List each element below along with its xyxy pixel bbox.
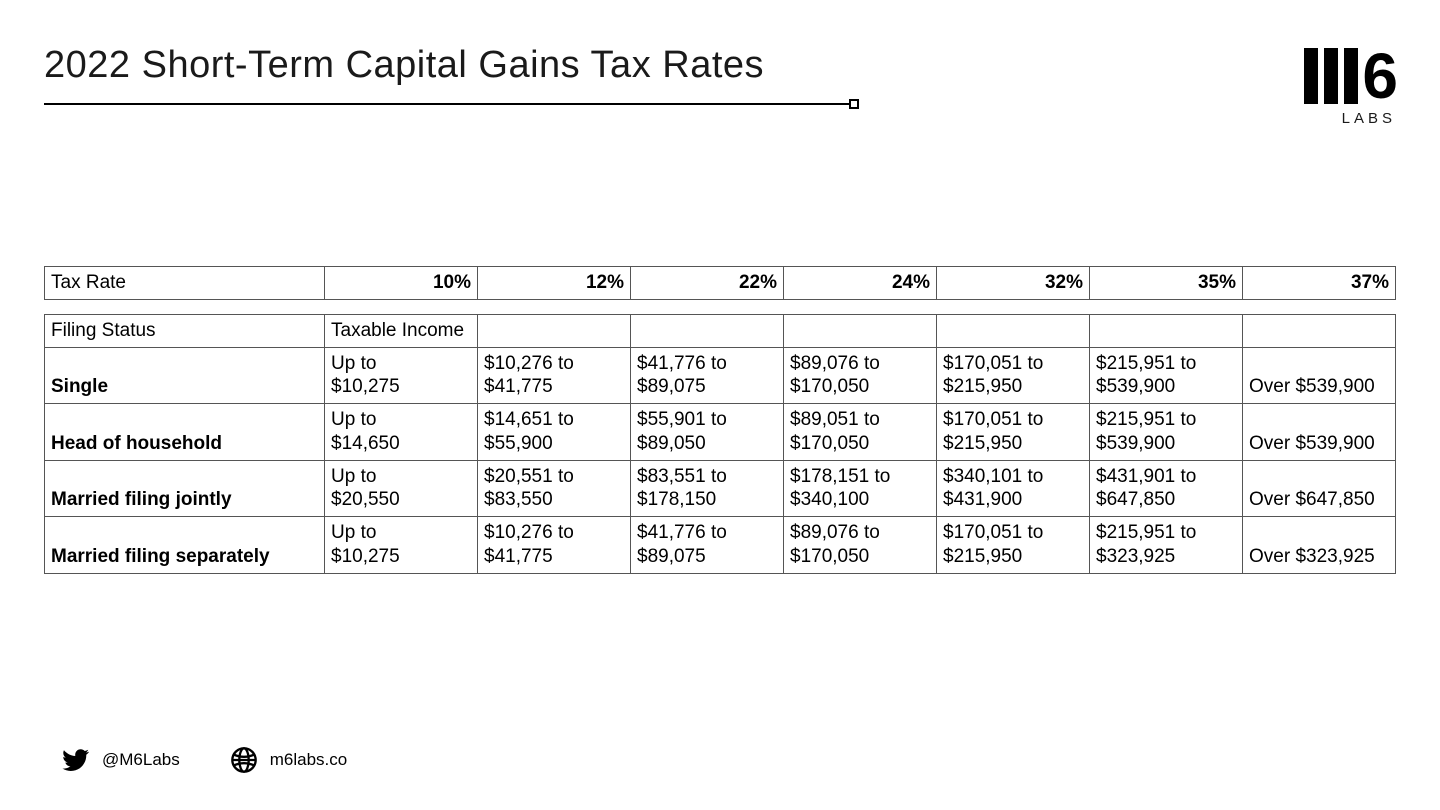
filing-status-table: Filing Status Taxable Income SingleUp to…	[44, 314, 1396, 574]
table-header-row: Filing Status Taxable Income	[45, 314, 1396, 347]
twitter-text: @M6Labs	[102, 750, 180, 770]
logo-bars-icon	[1304, 48, 1358, 104]
bracket-cell: $340,101 to$431,900	[937, 460, 1090, 517]
tax-rate-table: Tax Rate 10% 12% 22% 24% 32% 35% 37%	[44, 266, 1396, 300]
bracket-cell: $178,151 to$340,100	[784, 460, 937, 517]
bracket-cell: $431,901 to$647,850	[1090, 460, 1243, 517]
brand-logo: 6 LABS	[1304, 44, 1396, 127]
table-row: Married filing jointlyUp to$20,550$20,55…	[45, 460, 1396, 517]
logo-subtext: LABS	[1304, 110, 1396, 127]
header-cell: Filing Status	[45, 314, 325, 347]
header-cell	[631, 314, 784, 347]
rate-cell: 10%	[325, 267, 478, 300]
bracket-cell: Over $323,925	[1243, 517, 1396, 574]
header-cell	[478, 314, 631, 347]
header-cell: Taxable Income	[325, 314, 478, 347]
globe-icon	[230, 746, 258, 774]
bracket-cell: Over $647,850	[1243, 460, 1396, 517]
header-cell	[937, 314, 1090, 347]
rate-cell: 32%	[937, 267, 1090, 300]
rate-cell: 24%	[784, 267, 937, 300]
rate-label: Tax Rate	[45, 267, 325, 300]
bracket-cell: $170,051 to$215,950	[937, 404, 1090, 461]
logo-numeral: 6	[1362, 48, 1396, 104]
bracket-cell: $170,051 to$215,950	[937, 347, 1090, 404]
rate-cell: 22%	[631, 267, 784, 300]
bracket-cell: $14,651 to$55,900	[478, 404, 631, 461]
bracket-cell: $89,051 to$170,050	[784, 404, 937, 461]
bracket-cell: $83,551 to$178,150	[631, 460, 784, 517]
bracket-cell: Up to$10,275	[325, 517, 478, 574]
header-cell	[1243, 314, 1396, 347]
bracket-cell: $215,951 to$323,925	[1090, 517, 1243, 574]
bracket-cell: $89,076 to$170,050	[784, 347, 937, 404]
twitter-icon	[62, 746, 90, 774]
status-cell: Head of household	[45, 404, 325, 461]
bracket-cell: $41,776 to$89,075	[631, 517, 784, 574]
rate-cell: 37%	[1243, 267, 1396, 300]
bracket-cell: Over $539,900	[1243, 347, 1396, 404]
bracket-cell: $215,951 to$539,900	[1090, 404, 1243, 461]
status-cell: Married filing jointly	[45, 460, 325, 517]
title-underline	[44, 99, 854, 109]
header-cell	[784, 314, 937, 347]
rate-cell: 35%	[1090, 267, 1243, 300]
bracket-cell: $215,951 to$539,900	[1090, 347, 1243, 404]
bracket-cell: $10,276 to$41,775	[478, 347, 631, 404]
table-row: Head of householdUp to$14,650$14,651 to$…	[45, 404, 1396, 461]
bracket-cell: $10,276 to$41,775	[478, 517, 631, 574]
bracket-cell: Up to$10,275	[325, 347, 478, 404]
website-link: m6labs.co	[230, 746, 347, 774]
status-cell: Single	[45, 347, 325, 404]
status-cell: Married filing separately	[45, 517, 325, 574]
bracket-cell: $20,551 to$83,550	[478, 460, 631, 517]
bracket-cell: $41,776 to$89,075	[631, 347, 784, 404]
header-cell	[1090, 314, 1243, 347]
bracket-cell: $55,901 to$89,050	[631, 404, 784, 461]
bracket-cell: Up to$14,650	[325, 404, 478, 461]
bracket-cell: $170,051 to$215,950	[937, 517, 1090, 574]
bracket-cell: Up to$20,550	[325, 460, 478, 517]
table-row: Married filing separatelyUp to$10,275$10…	[45, 517, 1396, 574]
twitter-handle: @M6Labs	[62, 746, 180, 774]
website-text: m6labs.co	[270, 750, 347, 770]
table-row: SingleUp to$10,275$10,276 to$41,775$41,7…	[45, 347, 1396, 404]
bracket-cell: Over $539,900	[1243, 404, 1396, 461]
bracket-cell: $89,076 to$170,050	[784, 517, 937, 574]
rate-cell: 12%	[478, 267, 631, 300]
page-title: 2022 Short-Term Capital Gains Tax Rates	[44, 44, 1304, 87]
